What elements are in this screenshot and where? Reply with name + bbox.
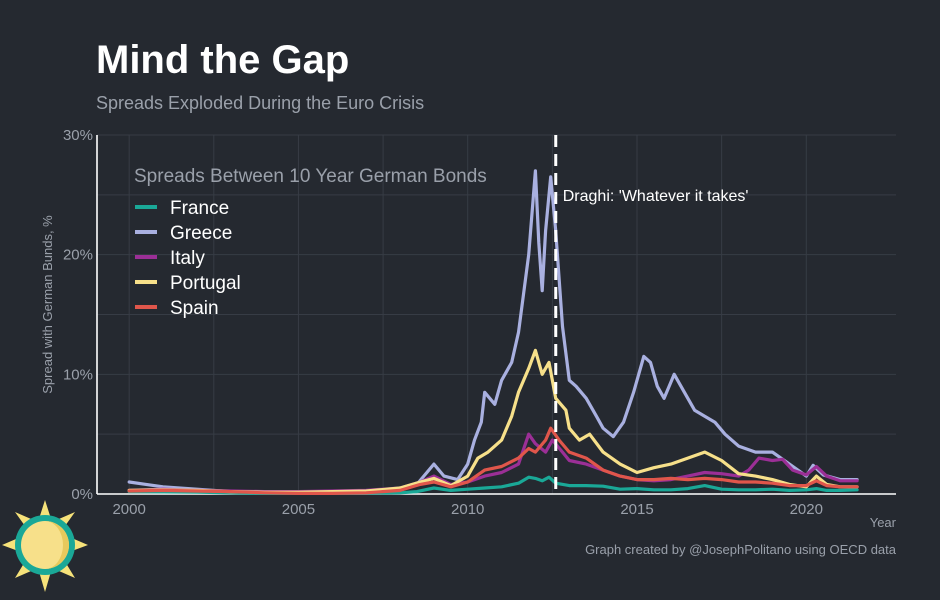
annotation-group: Draghi: 'Whatever it takes' [554, 135, 749, 494]
chart-subtitle: Spreads Exploded During the Euro Crisis [96, 93, 424, 113]
x-axis-label: Year [870, 515, 897, 530]
y-axis-label: Spread with German Bunds, % [40, 215, 55, 394]
x-tick-label: 2010 [451, 501, 484, 518]
legend-label-italy: Italy [170, 248, 205, 269]
y-tick-label: 20% [63, 247, 93, 264]
legend-label-spain: Spain [170, 298, 219, 319]
x-tick-label: 2000 [112, 501, 145, 518]
legend-label-greece: Greece [170, 223, 232, 244]
x-tick-label: 2020 [790, 501, 823, 518]
chart-caption: Graph created by @JosephPolitano using O… [585, 542, 897, 557]
axes: 2000 2005 2010 2015 2020 0% 10% 20% 30% [63, 127, 896, 518]
sun-logo-icon [2, 500, 88, 592]
y-tick-label: 10% [63, 366, 93, 383]
series-line-spain [127, 426, 859, 495]
series-line-france [127, 475, 859, 495]
chart-title: Mind the Gap [96, 38, 349, 82]
y-tick-label: 0% [71, 486, 93, 503]
draghi-annotation-label: Draghi: 'Whatever it takes' [563, 188, 749, 205]
x-tick-label: 2015 [620, 501, 653, 518]
legend: Spreads Between 10 Year German Bonds Fran… [134, 166, 487, 319]
legend-title: Spreads Between 10 Year German Bonds [134, 166, 487, 187]
series-line-portugal [127, 348, 859, 494]
legend-label-france: France [170, 198, 229, 219]
legend-label-portugal: Portugal [170, 273, 241, 294]
y-tick-label: 30% [63, 127, 93, 144]
x-tick-label: 2005 [282, 501, 315, 518]
grid-lines [97, 134, 896, 494]
